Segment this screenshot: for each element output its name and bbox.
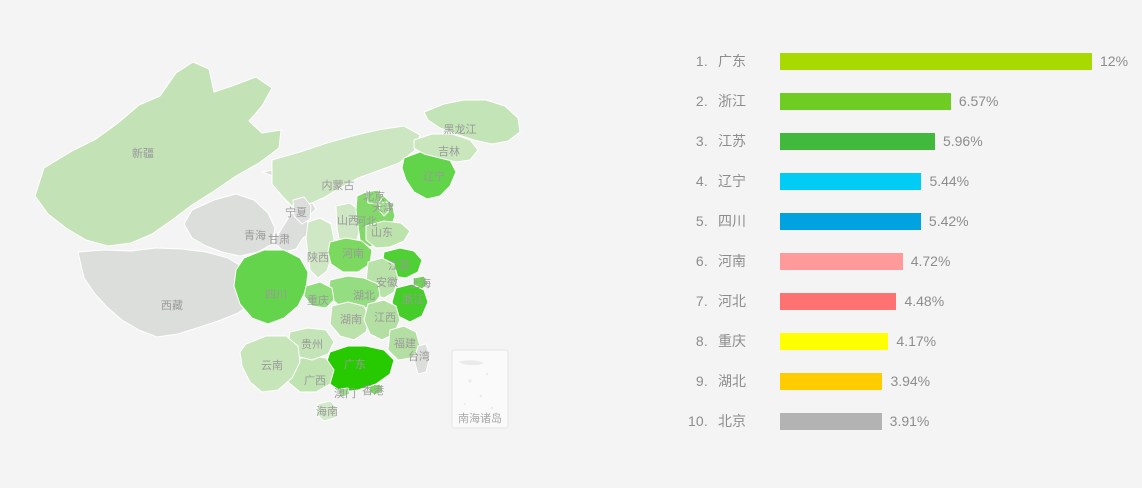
province-chongqing[interactable] (303, 281, 335, 309)
province-xizang[interactable] (77, 247, 263, 338)
rank-bar[interactable] (780, 132, 935, 150)
bar-track: 12% (780, 52, 1142, 70)
inset-label: 南海诸岛 (458, 411, 502, 425)
rank-index: 1. (695, 53, 708, 69)
rank-bar[interactable] (780, 172, 922, 190)
islet-shape (458, 360, 484, 366)
bar-track: 4.17% (780, 332, 1142, 350)
rank-row[interactable]: 10. 北京 3.91% (660, 401, 1142, 441)
province-yunnan[interactable] (239, 335, 301, 393)
province-xinjiang[interactable] (34, 61, 282, 247)
province-macau[interactable] (337, 387, 351, 398)
province-heilongjiang[interactable] (423, 99, 521, 145)
rank-row[interactable]: 1. 广东 12% (660, 41, 1142, 81)
rank-bar[interactable] (780, 292, 897, 310)
bar-track: 4.48% (780, 292, 1142, 310)
rank-index: 2. (695, 93, 708, 109)
rank-value-label: 4.17% (896, 333, 937, 349)
rank-row[interactable]: 7. 河北 4.48% (660, 281, 1142, 321)
ranking-panel: 1. 广东 12% 2. 浙江 6.57% 3. 江苏 5.96% 4. 辽宁 5.44% 5. 四川 5.… (660, 0, 1142, 488)
rank-region-name: 四川 (718, 213, 746, 229)
rank-value-label: 3.94% (890, 373, 931, 389)
ranking-list: 1. 广东 12% 2. 浙江 6.57% 3. 江苏 5.96% 4. 辽宁 5.44% 5. 四川 5.… (660, 41, 1142, 441)
province-shaanxi[interactable] (305, 217, 335, 279)
province-ningxia[interactable] (292, 196, 312, 225)
south-china-sea-inset: 南海诸岛 (451, 349, 509, 429)
province-shandong[interactable] (365, 220, 411, 249)
province-tianjin[interactable] (378, 201, 390, 217)
bar-track: 5.42% (780, 212, 1142, 230)
rank-row[interactable]: 6. 河南 4.72% (660, 241, 1142, 281)
rank-row[interactable]: 3. 江苏 5.96% (660, 121, 1142, 161)
province-shapes-group[interactable] (34, 61, 521, 422)
rank-region-name: 广东 (718, 53, 746, 69)
province-taiwan[interactable] (413, 343, 431, 375)
rank-region-name: 湖北 (718, 373, 746, 389)
rank-index: 4. (695, 173, 708, 189)
inset-box (451, 349, 509, 429)
rank-value-label: 5.44% (929, 173, 970, 189)
bar-track: 5.44% (780, 172, 1142, 190)
bar-track: 3.91% (780, 412, 1142, 430)
province-guangdong[interactable] (323, 345, 395, 393)
bar-track: 5.96% (780, 132, 1142, 150)
rank-bar[interactable] (780, 52, 1092, 70)
province-neimenggu[interactable] (271, 125, 421, 207)
rank-region-name: 河北 (718, 293, 746, 309)
province-qinghai[interactable] (183, 193, 276, 257)
rank-bar[interactable] (780, 212, 921, 230)
rank-row[interactable]: 2. 浙江 6.57% (660, 81, 1142, 121)
islet-dot (490, 406, 494, 410)
rank-bar[interactable] (780, 252, 903, 270)
islet-dot (468, 379, 472, 383)
rank-index: 3. (695, 133, 708, 149)
province-hubei[interactable] (327, 275, 381, 311)
rank-region-name: 辽宁 (718, 173, 746, 189)
rank-index: 8. (695, 333, 708, 349)
rank-value-label: 3.91% (889, 413, 930, 429)
rank-region-name: 重庆 (718, 333, 746, 349)
rank-value-label: 4.48% (904, 293, 945, 309)
rank-index: 10. (687, 413, 708, 429)
china-map-panel: 南海诸岛 新疆 西藏 青海 甘肃 内蒙古 宁夏 陕西 山西 河北 北京 天津 山东 河南 辽宁 吉林 黑龙江江… (0, 0, 660, 488)
rank-row[interactable]: 4. 辽宁 5.44% (660, 161, 1142, 201)
rank-value-label: 5.42% (928, 213, 969, 229)
rank-index: 5. (695, 213, 708, 229)
rank-index: 6. (695, 253, 708, 269)
rank-region-name: 北京 (718, 413, 746, 429)
province-sichuan[interactable] (233, 249, 309, 325)
rank-value-label: 5.96% (942, 133, 983, 149)
rank-region-name: 河南 (718, 253, 746, 269)
islet-dot (479, 394, 483, 398)
islet-dot (485, 372, 489, 376)
rank-bar[interactable] (780, 92, 951, 110)
province-hongkong[interactable] (368, 383, 384, 396)
islet-dot (463, 402, 467, 406)
rank-row[interactable]: 5. 四川 5.42% (660, 201, 1142, 241)
rank-region-name: 江苏 (718, 133, 746, 149)
rank-row[interactable]: 8. 重庆 4.17% (660, 321, 1142, 361)
rank-index: 9. (695, 373, 708, 389)
bar-track: 6.57% (780, 92, 1142, 110)
rank-index: 7. (695, 293, 708, 309)
bar-track: 4.72% (780, 252, 1142, 270)
rank-bar[interactable] (780, 332, 889, 350)
rank-row[interactable]: 9. 湖北 3.94% (660, 361, 1142, 401)
province-jilin[interactable] (413, 133, 479, 163)
rank-bar[interactable] (780, 412, 882, 430)
province-hunan[interactable] (329, 301, 371, 341)
rank-value-label: 12% (1100, 53, 1129, 69)
rank-bar[interactable] (780, 372, 883, 390)
rank-region-name: 浙江 (718, 93, 746, 109)
province-henan[interactable] (327, 237, 373, 273)
province-hainan[interactable] (315, 400, 339, 422)
bar-track: 3.94% (780, 372, 1142, 390)
rank-value-label: 6.57% (958, 93, 999, 109)
rank-value-label: 4.72% (910, 253, 951, 269)
province-beijing[interactable] (365, 189, 384, 205)
